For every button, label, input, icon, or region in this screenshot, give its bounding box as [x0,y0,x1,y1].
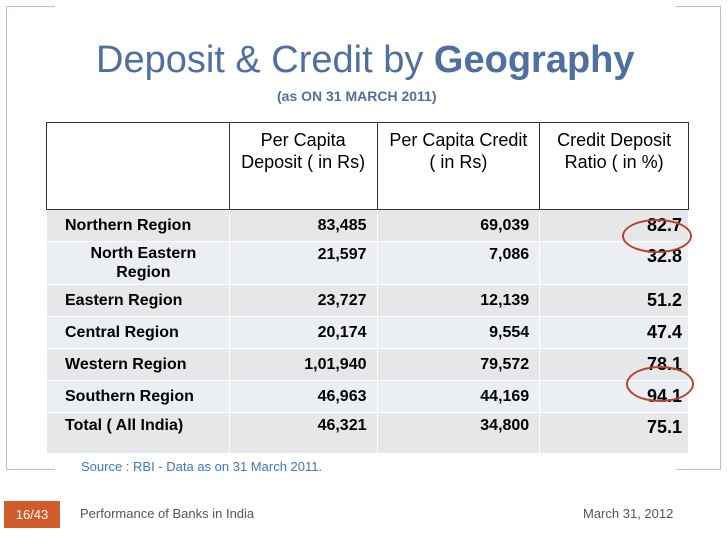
region-name: North Eastern Region [46,241,230,285]
table-row: Eastern Region 23,727 12,139 51.2 [46,284,689,317]
slide-title: Deposit & Credit by Geography [96,38,635,82]
slide-number-badge: 16/43 [4,501,60,528]
table-row: Northern Region 83,485 69,039 82.7 [46,209,689,242]
region-name: Western Region [46,348,230,381]
ratio-value: 47.4 [539,316,689,349]
credit-value: 79,572 [376,348,541,381]
slide-subtitle: (as ON 31 MARCH 2011) [277,88,437,104]
header-blank [46,122,230,210]
credit-value: 44,169 [376,380,541,413]
credit-value: 34,800 [376,412,541,454]
region-name: Northern Region [46,209,230,242]
footer-presentation-title: Performance of Banks in India [80,506,255,521]
header-credit-deposit-ratio: Credit Deposit Ratio ( in %) [539,122,689,210]
deposit-credit-table: Per Capita Deposit ( in Rs) Per Capita C… [46,122,689,454]
deposit-value: 46,963 [228,380,378,413]
deposit-value: 20,174 [228,316,378,349]
credit-value: 12,139 [376,284,541,317]
table-row: Southern Region 46,963 44,169 94.1 [46,380,689,413]
table-row: Central Region 20,174 9,554 47.4 [46,316,689,349]
region-name: Central Region [46,316,230,349]
header-per-capita-credit: Per Capita Credit ( in Rs) [376,122,541,210]
deposit-value: 21,597 [228,241,378,285]
credit-value: 69,039 [376,209,541,242]
table-row: North Eastern Region 21,597 7,086 32.8 [46,241,689,285]
region-name: Southern Region [46,380,230,413]
region-name: Eastern Region [46,284,230,317]
footer-date: March 31, 2012 [583,506,674,521]
frame-left-border [6,6,55,470]
deposit-value: 46,321 [228,412,378,454]
table-header-row: Per Capita Deposit ( in Rs) Per Capita C… [46,122,689,210]
table-row: Western Region 1,01,940 79,572 78.1 [46,348,689,381]
highlight-circle-western [626,366,694,402]
credit-value: 7,086 [376,241,541,285]
ratio-value: 75.1 [539,412,689,454]
ratio-value: 51.2 [539,284,689,317]
deposit-value: 23,727 [228,284,378,317]
title-regular: Deposit & Credit by [96,39,434,81]
title-bold: Geography [433,39,635,81]
deposit-value: 1,01,940 [228,348,378,381]
source-note: Source : RBI - Data as on 31 March 2011. [81,459,323,474]
header-per-capita-deposit: Per Capita Deposit ( in Rs) [228,122,378,210]
credit-value: 9,554 [376,316,541,349]
table-row: Total ( All India) 46,321 34,800 75.1 [46,412,689,454]
deposit-value: 83,485 [228,209,378,242]
highlight-circle-northern [622,219,692,253]
region-name: Total ( All India) [46,412,230,454]
frame-right-border [676,6,721,470]
